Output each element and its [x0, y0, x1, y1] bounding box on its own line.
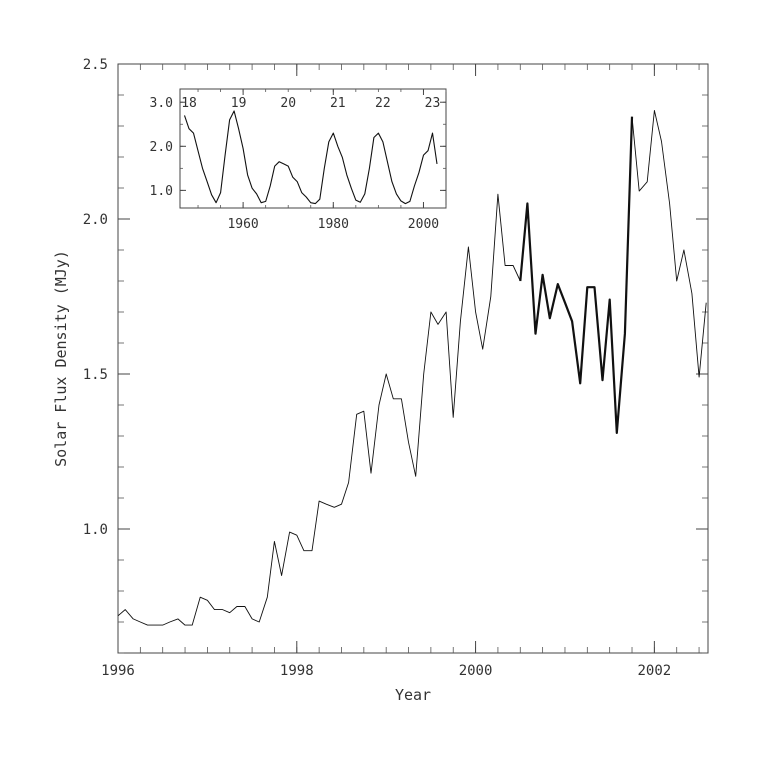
y-tick-label: 2.0 — [83, 212, 108, 228]
inset-background — [180, 89, 446, 208]
inset-plot: 1960 1980 2000 1.0 2.0 3.0 18 19 20 21 22 23 — [150, 88, 447, 232]
series-line — [117, 193, 521, 626]
inset-tick-labels: 1960 1980 2000 1.0 2.0 3.0 — [150, 96, 440, 232]
series-line — [631, 110, 707, 378]
cycle-number-label: 18 — [181, 96, 197, 111]
x-axis-label: Year — [395, 686, 431, 704]
cycle-number-label: 20 — [280, 96, 296, 111]
y-axis-label: Solar Flux Density (MJy) — [52, 250, 70, 467]
cycle-number-label: 23 — [425, 96, 441, 111]
y-tick-label: 3.0 — [150, 96, 173, 111]
cycle-number-label: 22 — [375, 96, 391, 111]
y-tick-label: 1.0 — [150, 184, 173, 199]
series-line-thick — [519, 116, 634, 434]
main-ticks — [117, 63, 708, 654]
y-tick-label: 1.0 — [83, 522, 108, 538]
cycle-number-label: 19 — [231, 96, 247, 111]
inset-plot-frame — [179, 88, 447, 209]
main-plot-frame — [117, 63, 709, 654]
inset-series — [183, 110, 438, 205]
cycle-number-label: 21 — [330, 96, 346, 111]
x-tick-label: 1996 — [101, 663, 135, 679]
y-tick-label: 1.5 — [83, 367, 108, 383]
x-tick-label: 2002 — [638, 663, 672, 679]
y-tick-label: 2.5 — [83, 57, 108, 73]
inset-ticks — [180, 89, 447, 208]
main-plot: 1996 1998 2000 2002 1.0 1.5 2.0 2.5 Year Solar … — [52, 57, 709, 704]
x-tick-label: 1960 — [227, 217, 258, 232]
main-tick-labels: 1996 1998 2000 2002 1.0 1.5 2.0 2.5 — [83, 57, 672, 679]
main-series — [117, 110, 707, 626]
series-line — [183, 110, 438, 205]
x-tick-label: 2000 — [408, 217, 439, 232]
x-tick-label: 1980 — [318, 217, 349, 232]
inset-cycle-labels: 18 19 20 21 22 23 — [181, 96, 440, 111]
x-tick-label: 2000 — [459, 663, 493, 679]
x-tick-label: 1998 — [280, 663, 314, 679]
y-tick-label: 2.0 — [150, 140, 173, 155]
